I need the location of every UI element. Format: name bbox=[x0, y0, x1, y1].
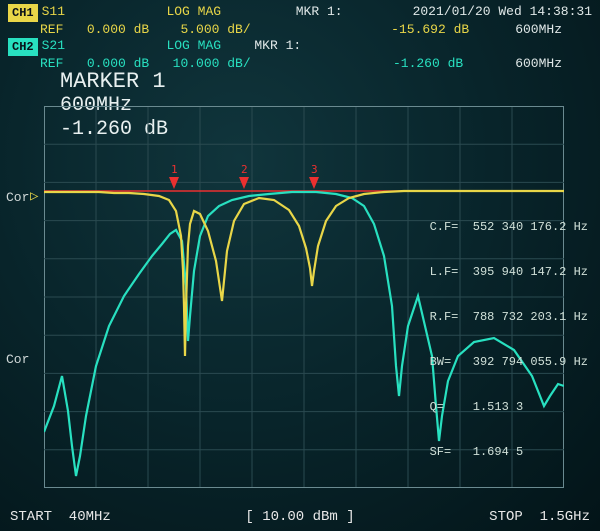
readout-q: Q= 1.513 3 bbox=[430, 400, 588, 415]
marker-title: MARKER 1 bbox=[60, 70, 168, 94]
ch2-mkr-val: -1.260 dB bbox=[393, 56, 463, 72]
readout-rf: R.F= 788 732 203.1 Hz bbox=[430, 310, 588, 325]
cor-label-2: Cor bbox=[6, 352, 29, 367]
readout-bw: BW= 392 794 055.9 Hz bbox=[430, 355, 588, 370]
ch1-mkr-freq: 600MHz bbox=[515, 22, 562, 38]
analyzer-screen: CH1 S11 LOG MAG MKR 1: 2021/01/20 Wed 14… bbox=[0, 0, 600, 531]
ch1-mkr-val: -15.692 dB bbox=[391, 22, 469, 38]
cor-label-1: Cor bbox=[6, 190, 29, 205]
ch1-box: CH1 bbox=[8, 4, 38, 22]
readout-cf: C.F= 552 340 176.2 Hz bbox=[430, 220, 588, 235]
ch2-box: CH2 bbox=[8, 38, 38, 56]
power-level: [ 10.00 dBm ] bbox=[245, 509, 354, 525]
stop-freq: STOP 1.5GHz bbox=[489, 509, 590, 525]
ch2-mkr-label: MKR 1: bbox=[254, 38, 301, 56]
start-freq: START 40MHz bbox=[10, 509, 111, 525]
ref-indicator-icon: ▷ bbox=[30, 188, 38, 205]
readout-sf: SF= 1.694 5 bbox=[430, 445, 588, 460]
ch2-mkr-freq: 600MHz bbox=[515, 56, 562, 72]
timestamp: 2021/01/20 Wed 14:38:31 bbox=[413, 4, 592, 22]
bandwidth-readout: C.F= 552 340 176.2 Hz L.F= 395 940 147.2… bbox=[430, 190, 588, 490]
readout-lf: L.F= 395 940 147.2 Hz bbox=[430, 265, 588, 280]
ch1-ref: REF 0.000 dB 5.000 dB/ bbox=[40, 22, 251, 38]
ch1-mkr-label: MKR 1: bbox=[296, 4, 343, 22]
ch1-param: S11 LOG MAG bbox=[42, 4, 221, 22]
footer: START 40MHz [ 10.00 dBm ] STOP 1.5GHz bbox=[10, 509, 590, 525]
header: CH1 S11 LOG MAG MKR 1: 2021/01/20 Wed 14… bbox=[8, 4, 592, 72]
ch2-param: S21 LOG MAG bbox=[42, 38, 221, 56]
